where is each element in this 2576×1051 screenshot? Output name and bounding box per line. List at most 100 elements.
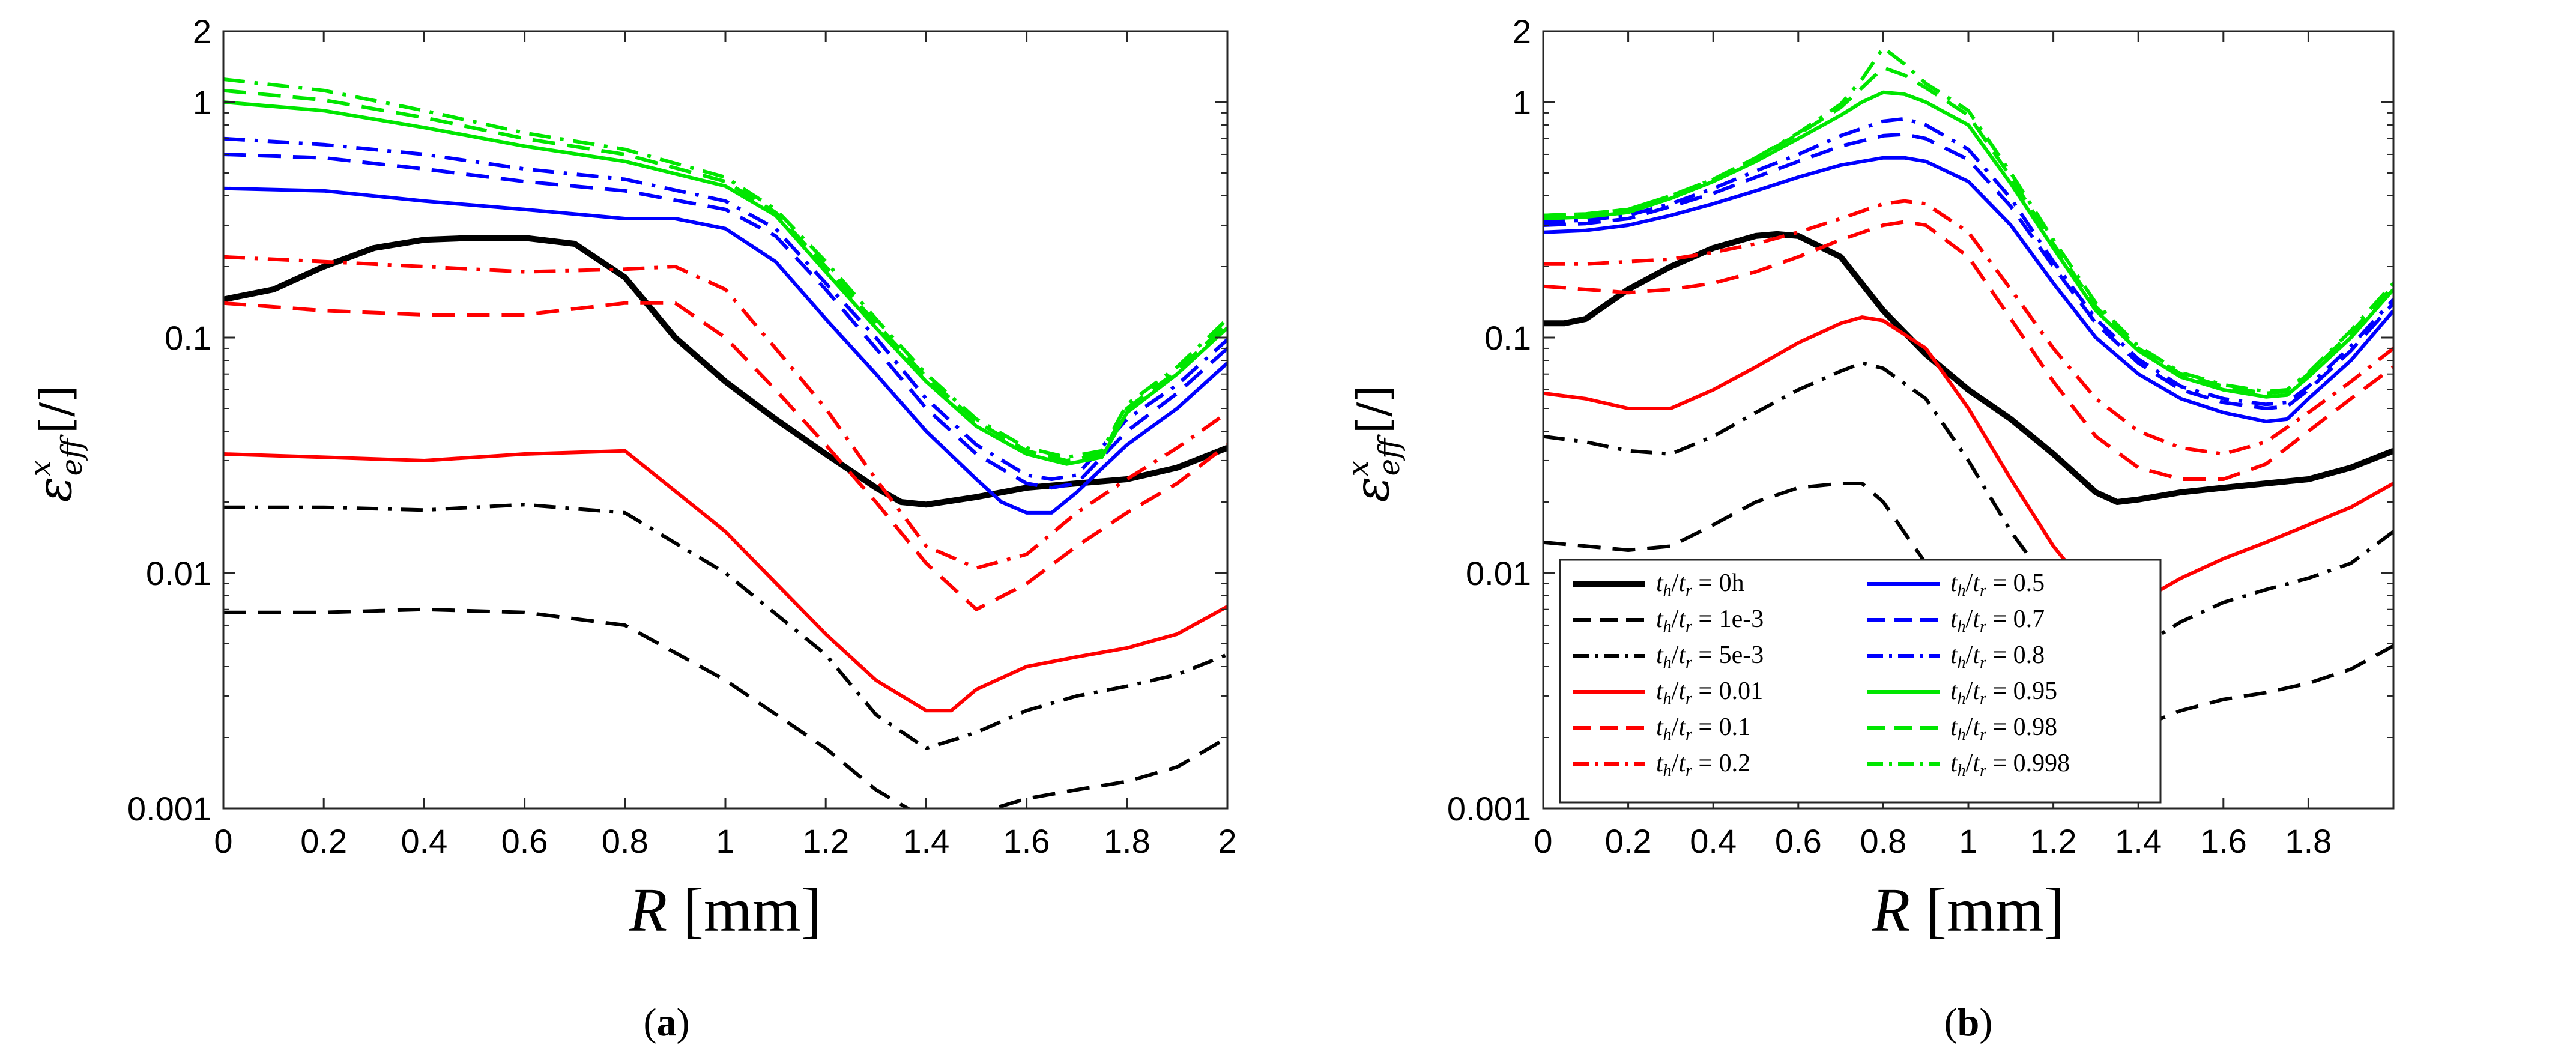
y-tick-label: 0.1	[165, 319, 211, 357]
legend-sub: r	[1980, 689, 1986, 708]
x-tick-label: 1.4	[903, 822, 949, 860]
caption-close: )	[1979, 1001, 1992, 1044]
legend-var: t	[1973, 641, 1980, 669]
series-group	[1543, 46, 2393, 739]
x-tick-label: 1	[1959, 822, 1977, 860]
series-line-6	[223, 186, 1227, 515]
legend-var: t	[1973, 750, 1980, 777]
y-tick-label: 0.1	[1484, 319, 1531, 357]
legend-sub: r	[1686, 617, 1692, 636]
legend-slash: /	[1672, 750, 1679, 777]
y-label-unit: [/]	[1348, 386, 1398, 434]
x-tick-label: 1	[716, 822, 734, 860]
legend-value: 0.01	[1719, 677, 1764, 705]
legend-sub: r	[1980, 725, 1986, 744]
legend-slash: /	[1672, 641, 1679, 669]
legend-label-10: th/tr = 0.98	[1950, 713, 2057, 744]
legend-equals: =	[1692, 750, 1719, 777]
y-ticks: 0.001 0.01 0.1 1 2	[127, 13, 1227, 828]
legend-slash: /	[1966, 641, 1973, 669]
y-ticks: 0.001 0.01 0.1 1 2	[1447, 13, 2393, 828]
legend-var: t	[1973, 569, 1980, 597]
x-axis-label: R [mm]	[1872, 876, 2065, 945]
legend-sub: r	[1980, 762, 1986, 780]
x-tick-label: 0.8	[602, 822, 649, 860]
legend-var: t	[1950, 641, 1958, 669]
legend-sub: h	[1663, 689, 1672, 708]
series-line-4	[1543, 220, 2393, 481]
y-tick-label: 0.001	[127, 790, 211, 828]
legend-sub: h	[1958, 653, 1966, 672]
legend-label-4: th/tr = 0.1	[1656, 713, 1750, 744]
legend-var: t	[1950, 569, 1958, 597]
legend-sub: r	[1686, 762, 1692, 780]
legend-var: t	[1656, 677, 1664, 705]
legend-slash: /	[1966, 713, 1973, 741]
caption-letter: b	[1958, 1001, 1980, 1044]
legend-equals: =	[1692, 713, 1719, 741]
legend-label-1: th/tr = 1e-3	[1656, 605, 1764, 636]
series-line-11	[223, 77, 1227, 459]
legend-label-6: th/tr = 0.5	[1950, 569, 2045, 600]
x-tick-label: 0.2	[300, 822, 347, 860]
x-tick-label: 1.6	[1003, 822, 1050, 860]
legend-var: t	[1678, 750, 1686, 777]
y-label-symbol: ε	[26, 477, 82, 503]
x-tick-label: 2	[1218, 822, 1236, 860]
caption-open: (	[644, 1001, 657, 1044]
legend-equals: =	[1986, 641, 2013, 669]
legend-value: 0.5	[2013, 569, 2045, 597]
legend-var: t	[1973, 605, 1980, 633]
y-tick-label: 1	[193, 83, 211, 121]
y-tick-label: 2	[193, 13, 211, 50]
legend-var: t	[1678, 605, 1686, 633]
legend-slash: /	[1966, 750, 1973, 777]
series-line-9	[223, 100, 1227, 466]
x-tick-label: 1.8	[2285, 822, 2332, 860]
legend-label-8: th/tr = 0.8	[1950, 641, 2045, 672]
series-line-0	[1543, 231, 2393, 505]
series-line-8	[223, 136, 1227, 481]
legend-slash: /	[1672, 605, 1679, 633]
x-tick-label: 0.6	[1775, 822, 1822, 860]
legend-value: 0.98	[2013, 713, 2058, 741]
series-line-2	[223, 503, 1227, 750]
legend-sub: h	[1663, 581, 1672, 600]
legend-var: t	[1656, 713, 1664, 741]
series-line-6	[1543, 156, 2393, 423]
legend-sub: h	[1663, 725, 1672, 744]
panel-caption: (b)	[1944, 1001, 1993, 1044]
legend-value: 0h	[1719, 569, 1744, 597]
legend-sub: h	[1663, 653, 1672, 672]
series-line-5	[223, 255, 1227, 570]
x-label-variable: R	[1872, 876, 1911, 945]
legend-slash: /	[1966, 677, 1973, 705]
legend-slash: /	[1672, 569, 1679, 597]
legend-box	[1559, 559, 2162, 804]
legend-var: t	[1656, 641, 1664, 669]
legend-var: t	[1950, 677, 1958, 705]
x-tick-label: 0	[214, 822, 232, 860]
series-group	[223, 77, 1227, 808]
legend-sub: h	[1958, 762, 1966, 780]
y-tick-label: 1	[1513, 83, 1531, 121]
y-axis-label: εxeff[/]	[1341, 386, 1406, 503]
x-ticks: 0 0.2 0.4 0.6 0.8 1 1.2 1.4 1.6 1.8	[1534, 31, 2332, 860]
series-line-7	[1543, 132, 2393, 410]
legend-equals: =	[1692, 605, 1719, 633]
x-tick-label: 0.6	[501, 822, 548, 860]
legend-var: t	[1656, 750, 1664, 777]
legend-sub: h	[1958, 617, 1966, 636]
legend-label-7: th/tr = 0.7	[1950, 605, 2045, 636]
series-line-9	[1543, 90, 2393, 399]
legend-label-5: th/tr = 0.2	[1656, 750, 1750, 780]
series-line-7	[223, 153, 1227, 490]
legend-label-9: th/tr = 0.95	[1950, 677, 2057, 708]
legend-value: 0.8	[2013, 641, 2045, 669]
legend-var: t	[1678, 569, 1686, 597]
legend-var: t	[1656, 605, 1664, 633]
legend-value: 0.2	[1719, 750, 1751, 777]
series-line-11	[1543, 46, 2393, 393]
legend-var: t	[1973, 713, 1980, 741]
